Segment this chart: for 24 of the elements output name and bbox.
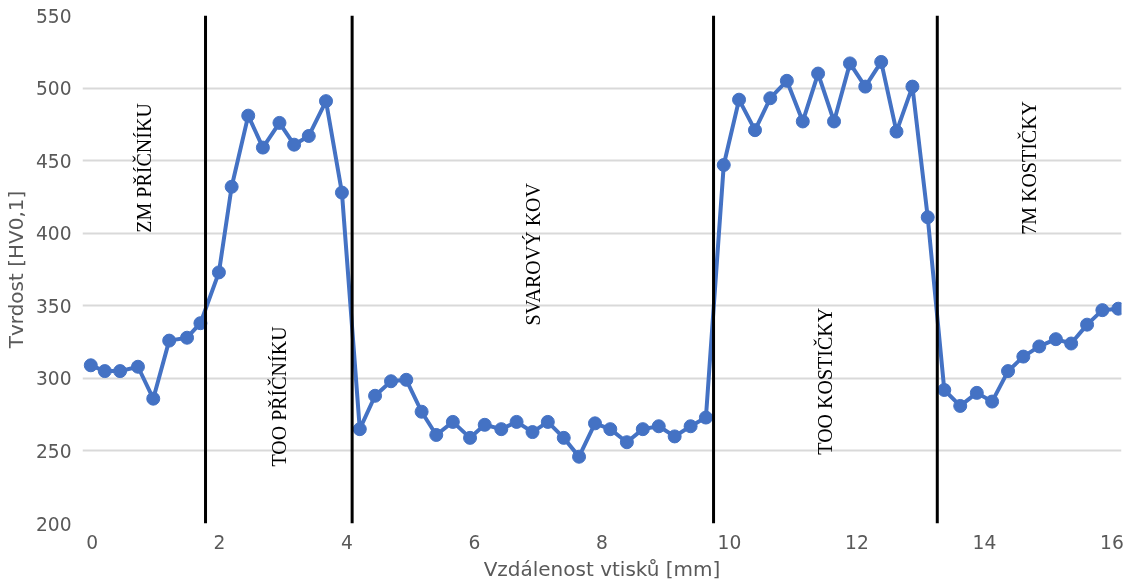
x-tick-label: 0 [86,531,98,553]
x-tick-label: 6 [468,531,481,553]
x-tick-label: 4 [341,531,353,553]
y-tick-label: 300 [35,368,72,390]
y-tick-label: 200 [35,513,72,535]
x-tick-label: 2 [213,531,226,553]
y-tick-label: 350 [35,295,72,317]
x-tick-label: 8 [596,531,608,553]
x-tick-label: 10 [717,531,742,553]
y-axis-title: Tvrdost [HV0,1] [3,190,28,350]
x-tick-label: 12 [845,531,869,553]
annotation: 7M KOSTIČKY [1017,100,1041,235]
annotation: TOO KOSTIČKY [813,307,837,455]
y-tick-label: 400 [35,223,72,245]
annotation: ZM PŘÍČNÍKU [132,102,156,233]
y-tick-label: 550 [35,5,72,27]
x-tick-label: 14 [972,531,997,553]
y-tick-label: 500 [35,78,72,100]
annotation: SVAROVÝ KOV [521,182,544,326]
x-tick-label: 16 [1100,531,1124,553]
annotation: TOO PŘÍČNÍKU [266,325,290,467]
x-axis-title: Vzdálenost vtisků [mm] [483,556,721,581]
y-tick-label: 250 [35,440,72,462]
y-tick-label: 450 [35,150,72,172]
